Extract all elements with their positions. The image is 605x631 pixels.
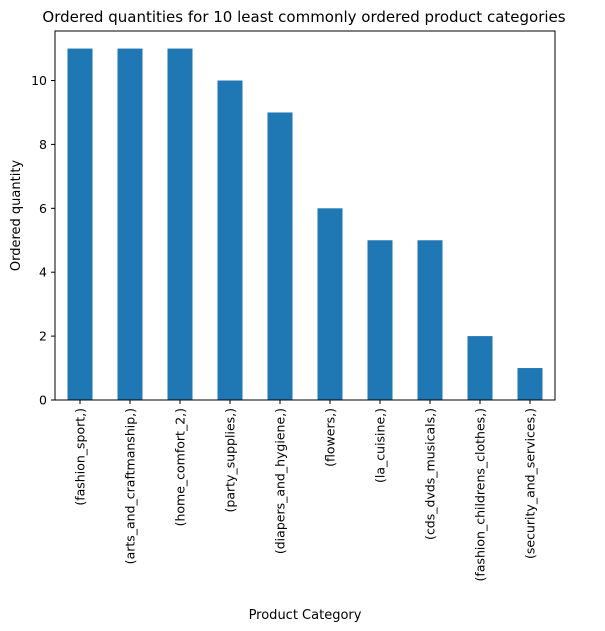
bar-6 [367, 240, 393, 400]
bar-4 [267, 112, 293, 400]
x-axis-label: Product Category [249, 608, 362, 623]
x-tick-label-8: (fashion_childrens_clothes,) [473, 408, 488, 581]
x-axis: (fashion_sport,) (arts_and_craftmanship,)… [73, 400, 538, 581]
y-axis: 0 2 4 6 8 10 [31, 73, 55, 408]
x-tick-label-2: (home_comfort_2,) [173, 408, 188, 526]
x-tick-label-3: (party_supplies,) [223, 408, 238, 512]
y-tick-label-1: 2 [39, 329, 47, 344]
y-tick-label-0: 0 [39, 393, 47, 408]
x-tick-label-9: (security_and_services,) [523, 408, 538, 559]
x-tick-label-6: (la_cuisine,) [373, 408, 388, 483]
bar-3 [217, 80, 243, 401]
bar-7 [417, 240, 443, 400]
y-tick-label-2: 4 [39, 265, 47, 280]
bars-group [67, 48, 543, 401]
plot-frame [54, 30, 556, 401]
y-axis-label: Ordered quantity [9, 160, 24, 272]
y-tick-label-4: 8 [39, 137, 47, 152]
chart-title: Ordered quantities for 10 least commonly… [42, 8, 565, 26]
y-tick-label-5: 10 [31, 73, 47, 88]
bar-2 [167, 48, 193, 400]
bar-1 [117, 48, 143, 400]
bar-9 [517, 368, 543, 400]
x-tick-label-7: (cds_dvds_musicals,) [423, 408, 438, 540]
bar-0 [67, 48, 93, 400]
x-tick-label-4: (diapers_and_hygiene,) [273, 408, 288, 554]
x-tick-label-5: (flowers,) [323, 408, 338, 467]
bar-5 [317, 208, 343, 400]
bar-8 [467, 336, 493, 400]
x-tick-label-1: (arts_and_craftmanship,) [123, 408, 138, 564]
y-tick-label-3: 6 [39, 201, 47, 216]
x-tick-label-0: (fashion_sport,) [73, 408, 88, 506]
